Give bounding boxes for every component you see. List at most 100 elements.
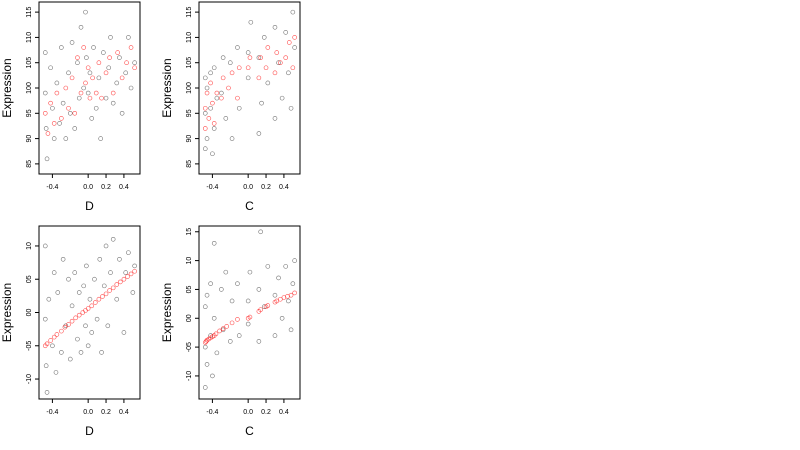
fitted-point-13 bbox=[235, 317, 240, 322]
fitted-point-21 bbox=[103, 70, 109, 76]
fitted-point-15 bbox=[245, 65, 251, 71]
observed-point-21 bbox=[83, 9, 88, 15]
y-tick-label: 110 bbox=[26, 32, 33, 43]
fitted-point-4 bbox=[51, 334, 57, 340]
fitted-point-26 bbox=[128, 271, 134, 277]
fitted-point-2 bbox=[202, 126, 208, 131]
observed-point-22 bbox=[256, 55, 262, 60]
y-tick-label: -05 bbox=[26, 341, 33, 351]
observed-point-19 bbox=[245, 50, 251, 55]
observed-point-30 bbox=[279, 95, 285, 101]
x-tick-label: 0.2 bbox=[261, 409, 271, 416]
observed-point-13 bbox=[220, 55, 226, 60]
fitted-point-20 bbox=[107, 288, 112, 293]
observed-point-38 bbox=[123, 70, 128, 76]
observed-point-36 bbox=[117, 256, 122, 262]
y-tick-label: 10 bbox=[186, 257, 193, 265]
x-axis-label: C bbox=[245, 424, 254, 438]
observed-point-35 bbox=[292, 45, 297, 50]
fitted-point-16 bbox=[93, 300, 98, 305]
observed-point-37 bbox=[119, 110, 125, 116]
fitted-point-22 bbox=[278, 296, 283, 302]
observed-point-14 bbox=[67, 356, 73, 362]
fitted-point-25 bbox=[286, 40, 292, 45]
observed-point-39 bbox=[126, 250, 131, 255]
observed-point-18 bbox=[236, 105, 242, 111]
observed-point-23 bbox=[85, 90, 91, 96]
observed-point-6 bbox=[208, 281, 213, 286]
observed-point-29 bbox=[98, 136, 103, 141]
observed-point-12 bbox=[219, 287, 224, 292]
observed-point-30 bbox=[101, 50, 106, 55]
observed-point-8 bbox=[54, 80, 60, 86]
fitted-point-7 bbox=[63, 85, 69, 91]
observed-point-38 bbox=[123, 270, 128, 275]
fitted-point-10 bbox=[220, 326, 226, 331]
observed-point-4 bbox=[44, 390, 50, 395]
observed-point-5 bbox=[46, 296, 52, 302]
observed-point-1 bbox=[202, 304, 208, 310]
fitted-point-7 bbox=[211, 121, 217, 126]
observed-point-1 bbox=[42, 243, 48, 249]
observed-point-18 bbox=[76, 95, 82, 101]
fitted-point-25 bbox=[119, 75, 125, 81]
y-tick-label: 95 bbox=[26, 109, 33, 117]
observed-point-32 bbox=[106, 65, 112, 71]
observed-point-8 bbox=[210, 373, 215, 379]
x-tick-label: -0.4 bbox=[46, 184, 58, 191]
observed-point-7 bbox=[51, 136, 57, 141]
fitted-point-25 bbox=[125, 274, 130, 279]
observed-point-24 bbox=[87, 70, 93, 76]
fitted-point-14 bbox=[85, 306, 91, 311]
observed-point-10 bbox=[211, 315, 217, 321]
fitted-point-20 bbox=[265, 45, 271, 50]
y-tick-label: 00 bbox=[186, 314, 193, 322]
fitted-point-10 bbox=[73, 315, 78, 321]
observed-point-21 bbox=[248, 19, 254, 25]
y-tick-label: -05 bbox=[186, 342, 193, 352]
fitted-point-27 bbox=[132, 268, 137, 274]
observed-point-25 bbox=[89, 116, 95, 121]
observed-point-41 bbox=[132, 60, 137, 66]
fitted-point-21 bbox=[110, 285, 116, 291]
y-tick-label: 05 bbox=[26, 275, 33, 283]
x-axis-label: D bbox=[85, 199, 94, 213]
fitted-point-9 bbox=[69, 318, 75, 324]
observed-point-27 bbox=[94, 316, 100, 322]
observed-point-16 bbox=[229, 298, 235, 304]
observed-point-10 bbox=[211, 126, 217, 131]
observed-point-17 bbox=[75, 60, 80, 66]
observed-point-36 bbox=[117, 55, 122, 60]
x-tick-label: 0.4 bbox=[279, 409, 289, 416]
observed-point-23 bbox=[256, 339, 262, 344]
fitted-point-17 bbox=[256, 75, 262, 81]
observed-point-30 bbox=[101, 283, 107, 289]
observed-point-11 bbox=[60, 256, 66, 262]
observed-point-14 bbox=[67, 110, 73, 116]
fitted-point-22 bbox=[114, 282, 120, 287]
fitted-point-14 bbox=[83, 80, 88, 86]
observed-point-33 bbox=[288, 327, 294, 333]
fitted-point-1 bbox=[42, 110, 48, 116]
observed-point-3 bbox=[43, 126, 49, 131]
observed-point-4 bbox=[204, 85, 210, 91]
observed-point-27 bbox=[93, 105, 99, 111]
observed-point-27 bbox=[272, 292, 278, 298]
x-tick-label: -0.4 bbox=[46, 409, 58, 416]
observed-point-14 bbox=[223, 269, 229, 275]
plot-frame bbox=[38, 1, 141, 175]
observed-point-25 bbox=[89, 330, 95, 335]
plot-frame bbox=[198, 225, 301, 400]
observed-point-39 bbox=[126, 35, 131, 40]
observed-point-9 bbox=[55, 290, 61, 295]
observed-point-28 bbox=[97, 256, 103, 262]
observed-point-3 bbox=[202, 146, 208, 152]
observed-point-20 bbox=[81, 85, 86, 91]
fitted-point-16 bbox=[247, 55, 253, 60]
observed-point-26 bbox=[265, 80, 271, 86]
observed-point-2 bbox=[42, 90, 48, 96]
fitted-point-8 bbox=[66, 322, 71, 327]
y-tick-label: -10 bbox=[26, 374, 33, 384]
fitted-point-19 bbox=[96, 60, 102, 66]
fitted-point-6 bbox=[210, 100, 215, 106]
